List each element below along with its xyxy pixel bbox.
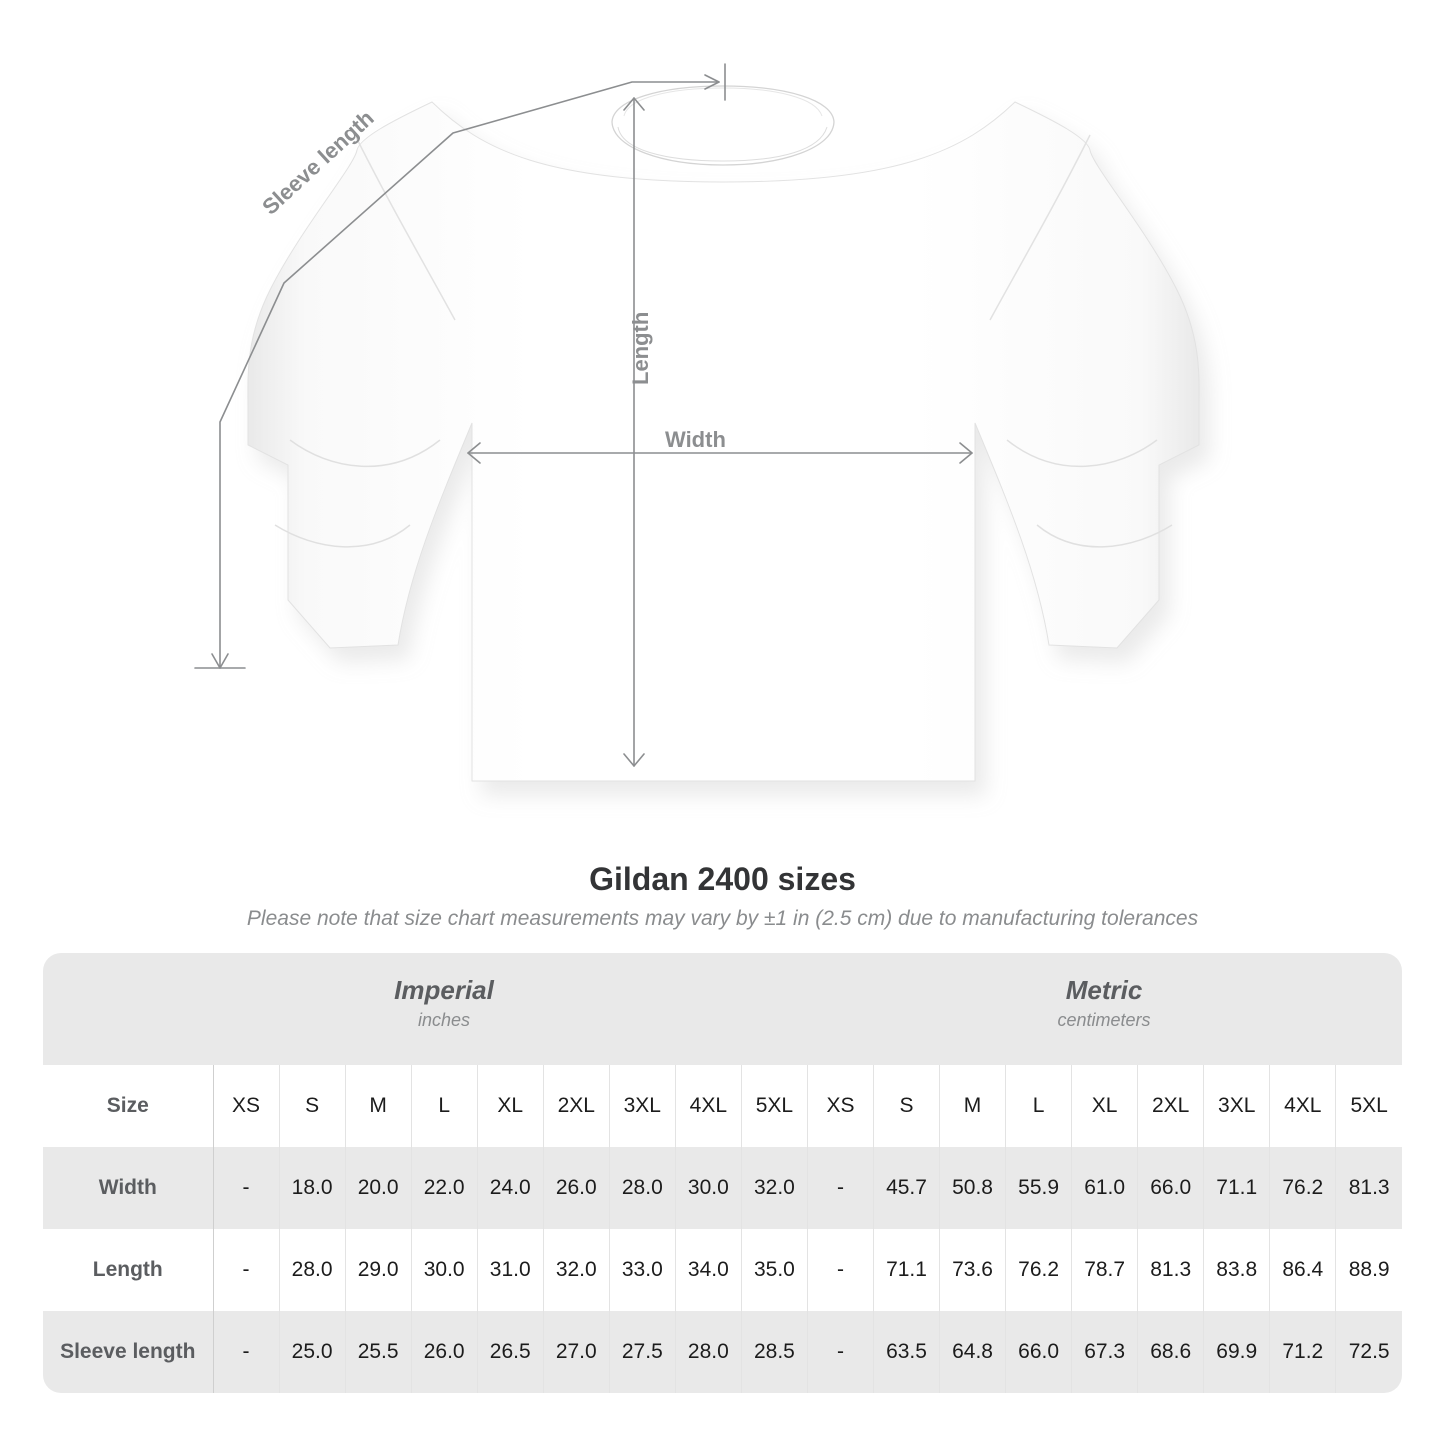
svg-text:Length: Length	[628, 312, 653, 385]
svg-text:Width: Width	[665, 427, 726, 452]
